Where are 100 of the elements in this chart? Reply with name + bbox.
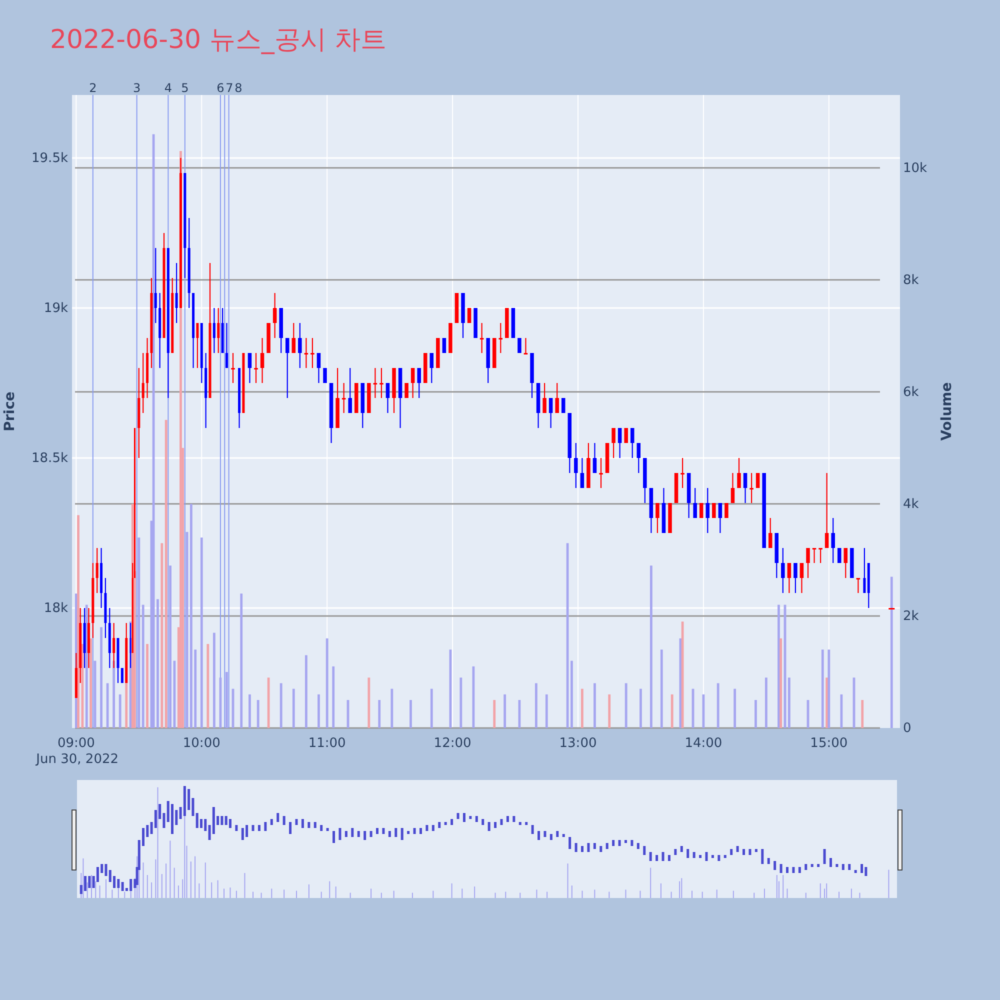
candlestick [844, 547, 848, 579]
ref-line-label: 3 [133, 81, 141, 95]
candlestick [787, 562, 792, 594]
bar [77, 515, 80, 728]
candlestick [260, 337, 264, 384]
candlestick [212, 307, 216, 354]
ref-line-label: 7 [226, 81, 234, 95]
candlestick [592, 442, 597, 474]
bar [716, 683, 720, 728]
ref-line-label: 8 [234, 81, 242, 95]
y2-tick-label: 0 [903, 721, 912, 736]
bar [430, 688, 433, 728]
bar [460, 678, 462, 728]
y2-tick-label: 8k [903, 272, 920, 288]
candlestick [304, 337, 308, 369]
candlestick [794, 562, 798, 594]
candlestick [316, 352, 321, 384]
bar [594, 683, 596, 728]
candlestick [781, 547, 785, 594]
bar [280, 683, 282, 728]
bar [861, 700, 864, 728]
candlestick [254, 352, 258, 384]
bar [410, 700, 412, 728]
bar [212, 632, 216, 728]
bar [624, 683, 628, 728]
bar [292, 688, 295, 728]
candlestick [574, 442, 578, 489]
candlestick [196, 322, 199, 369]
candlestick [467, 308, 472, 323]
x-tick-label: 14:00 [684, 736, 722, 751]
chart-title: 2022-06-30 뉴스_공시 차트 [50, 25, 387, 55]
candlestick [175, 262, 178, 324]
candlestick [706, 487, 710, 534]
candlestick [285, 337, 290, 399]
candlestick [248, 352, 252, 384]
candlestick [800, 562, 804, 594]
y-tick-label: 18k [44, 601, 68, 616]
candlestick [630, 427, 634, 459]
candlestick [498, 322, 503, 354]
bar [368, 678, 370, 728]
bar [534, 683, 538, 728]
candlestick [737, 457, 741, 489]
bar [670, 694, 674, 728]
bar [226, 672, 228, 728]
candlestick [272, 292, 277, 339]
bar [100, 627, 102, 728]
candlestick [555, 382, 559, 414]
bar [608, 694, 611, 728]
candlestick [831, 517, 835, 564]
candlestick [837, 548, 842, 563]
candlestick [380, 367, 384, 399]
bar [118, 694, 122, 728]
y-tick-label: 19k [44, 301, 68, 316]
candlestick [730, 472, 735, 504]
bar [112, 660, 116, 728]
candlestick [231, 352, 235, 384]
bar [200, 538, 203, 728]
ref-line-label: 2 [89, 81, 97, 95]
candlestick [656, 502, 660, 534]
bar [240, 594, 243, 728]
bar [142, 604, 144, 728]
bar [206, 644, 210, 728]
bar [570, 660, 573, 728]
y-axis-title: Price [2, 392, 18, 432]
candlestick [856, 577, 860, 594]
bar [146, 644, 148, 728]
bar [640, 688, 642, 728]
bar [190, 504, 192, 728]
candlestick [612, 427, 616, 459]
bar [304, 655, 308, 728]
bar [890, 576, 893, 728]
candlestick [225, 322, 228, 369]
bar [545, 694, 548, 728]
x-tick-label: 09:00 Jun 30, 2022 [35, 736, 119, 767]
bar [90, 638, 92, 728]
bar [332, 666, 335, 728]
bar [493, 700, 496, 728]
x-tick-label: 10:00 [182, 736, 220, 751]
candlestick [310, 337, 314, 369]
candlestick [806, 547, 810, 579]
bar [318, 694, 320, 728]
candlestick [442, 338, 446, 353]
candlestick [342, 382, 346, 414]
bar [256, 700, 260, 728]
candlestick [712, 503, 716, 518]
candlestick [561, 398, 566, 413]
bar [734, 688, 736, 728]
candlestick [292, 322, 296, 354]
candlestick [430, 352, 434, 384]
bar [764, 678, 768, 728]
candlestick [768, 517, 772, 549]
y2-tick-label: 6k [903, 384, 920, 400]
candlestick [386, 382, 390, 414]
x-tick-label: 15:00 [810, 736, 848, 751]
candlestick [680, 457, 684, 489]
candlestick [636, 442, 641, 474]
bar [156, 599, 159, 728]
candlestick [699, 503, 704, 518]
candlestick [756, 473, 760, 488]
candlestick [718, 502, 722, 534]
